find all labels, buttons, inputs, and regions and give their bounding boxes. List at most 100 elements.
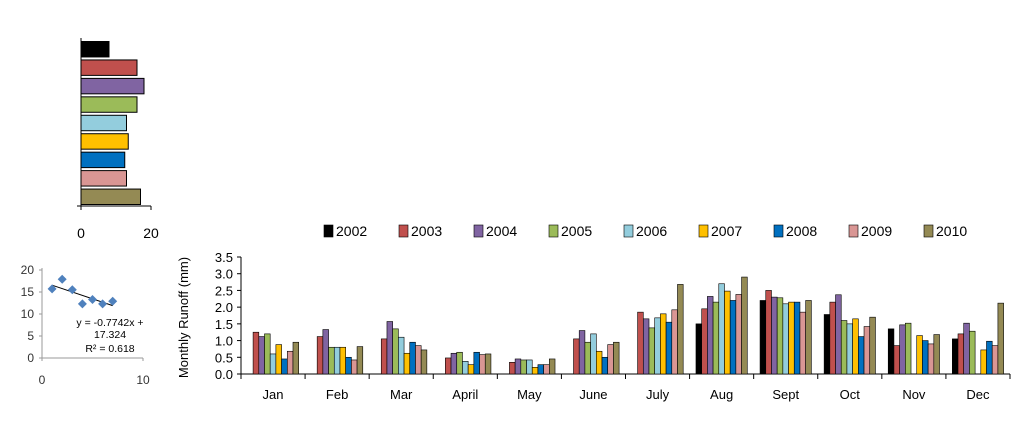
legend-label-2008: 2008 (786, 223, 817, 239)
runoff-bar-2003 (445, 357, 452, 375)
runoff-bar-2007 (852, 318, 859, 375)
runoff-bar-2003 (316, 336, 324, 375)
runoff-bar-2004 (835, 294, 842, 375)
runoff-bar-2008 (665, 321, 673, 375)
runoff-bar-2008 (793, 301, 801, 375)
runoff-bar-2003 (509, 361, 516, 375)
runoff-bar-2007 (339, 346, 346, 375)
runoff-bar-2007 (660, 313, 667, 375)
runoff-bar-2008 (345, 356, 352, 375)
runoff-x-tick-label: Mar (390, 387, 413, 402)
runoff-bar-2004 (642, 318, 650, 375)
legend-swatch-2003 (398, 224, 409, 238)
runoff-bar-2002 (887, 328, 895, 375)
runoff-bar-2005 (392, 328, 399, 375)
scatter-y-tick-label: 5 (27, 329, 34, 343)
runoff-y-tick-label: 3.0 (215, 267, 233, 282)
scatter-point (108, 296, 118, 306)
runoff-bar-2003 (252, 331, 260, 375)
hbar-x-tick-label: 20 (143, 225, 159, 241)
runoff-bar-2004 (963, 322, 970, 375)
horizontal-bar-chart: 0 20 (77, 38, 159, 241)
runoff-bar-2005 (264, 333, 271, 375)
runoff-bar-2008 (601, 356, 609, 375)
runoff-bar-2010 (677, 284, 684, 375)
runoff-bar-2003 (380, 338, 388, 375)
runoff-bar-2003 (701, 308, 708, 375)
scatter-equation-line: R² = 0.618 (85, 343, 134, 355)
runoff-bar-2008 (537, 364, 544, 375)
runoff-bar-2009 (351, 359, 358, 375)
runoff-bar-2007 (467, 364, 475, 375)
runoff-y-tick-label: 2.5 (215, 283, 233, 298)
runoff-bar-2002 (759, 300, 767, 375)
runoff-bar-2009 (286, 350, 294, 375)
runoff-x-tick-label: Aug (710, 387, 733, 402)
runoff-bar-2005 (776, 297, 784, 375)
runoff-bar-2006 (782, 303, 789, 375)
hbar-2008 (80, 151, 126, 169)
runoff-bar-2010 (613, 341, 620, 375)
runoff-bar-2003 (637, 311, 644, 375)
runoff-bar-2008 (729, 300, 737, 375)
runoff-bar-2010 (484, 353, 492, 375)
monthly-runoff-chart: 0.0 0.51.0 1.5 2.0 2.53.0 3.5 Jan Feb Mar April Ma… (176, 223, 1011, 402)
runoff-bar-2006 (718, 283, 725, 375)
runoff-bar-2006 (398, 336, 405, 375)
runoff-bar-2005 (456, 351, 463, 375)
scatter-point (67, 285, 77, 295)
runoff-bar-2003 (829, 301, 836, 375)
runoff-y-tick-label: 3.5 (215, 250, 233, 265)
runoff-bar-2004 (322, 329, 329, 375)
runoff-bar-2005 (712, 301, 720, 375)
runoff-y-tick-label: 0.0 (215, 367, 233, 382)
scatter-point (47, 284, 57, 294)
runoff-bar-2003 (957, 333, 965, 375)
runoff-bar-2005 (328, 346, 335, 375)
runoff-x-tick-label: Dec (966, 387, 990, 402)
hbar-2006 (80, 114, 127, 132)
runoff-x-tick-label: Nov (902, 387, 926, 402)
legend-label-2002: 2002 (336, 223, 367, 239)
runoff-bar-2004 (514, 358, 522, 375)
runoff-bar-2008 (409, 341, 416, 375)
runoff-bar-2008 (922, 340, 929, 375)
runoff-bar-2004 (899, 324, 906, 375)
runoff-bar-2004 (771, 296, 778, 375)
runoff-bar-2005 (905, 322, 912, 375)
hbar-2004 (80, 77, 145, 95)
runoff-bar-2004 (450, 352, 458, 375)
runoff-x-tick-label: Oct (840, 387, 861, 402)
runoff-bar-2006 (846, 323, 853, 375)
legend-swatch-2002 (323, 224, 334, 238)
legend-swatch-2010 (923, 224, 934, 238)
runoff-x-tick-label: June (579, 387, 607, 402)
runoff-bar-2004 (258, 336, 265, 375)
runoff-bar-2009 (607, 344, 614, 375)
scatter-point (77, 299, 87, 309)
legend-label-2003: 2003 (411, 223, 442, 239)
scatter-x-tick-label: 0 (39, 373, 46, 387)
hbar-2007 (80, 133, 129, 150)
legend-label-2006: 2006 (636, 223, 667, 239)
runoff-bar-2006 (269, 353, 277, 375)
runoff-bar-2005 (520, 359, 527, 375)
runoff-bar-2002 (823, 314, 831, 375)
runoff-x-tick-label: Sept (772, 387, 799, 402)
runoff-bar-2008 (858, 336, 865, 375)
runoff-bar-2007 (980, 349, 987, 375)
runoff-bar-2002 (695, 323, 702, 375)
runoff-bar-2003 (765, 290, 772, 375)
runoff-bar-2009 (735, 294, 742, 375)
runoff-bar-2008 (473, 351, 480, 375)
legend-label-2009: 2009 (861, 223, 892, 239)
runoff-bar-2009 (479, 354, 486, 375)
runoff-bar-2005 (969, 330, 976, 375)
runoff-bar-2006 (590, 333, 597, 375)
runoff-bar-2006 (462, 360, 469, 375)
legend-swatch-2005 (548, 224, 559, 238)
scatter-point (57, 274, 67, 284)
runoff-x-tick-label: Feb (326, 387, 348, 402)
runoff-bar-2006 (526, 359, 533, 375)
